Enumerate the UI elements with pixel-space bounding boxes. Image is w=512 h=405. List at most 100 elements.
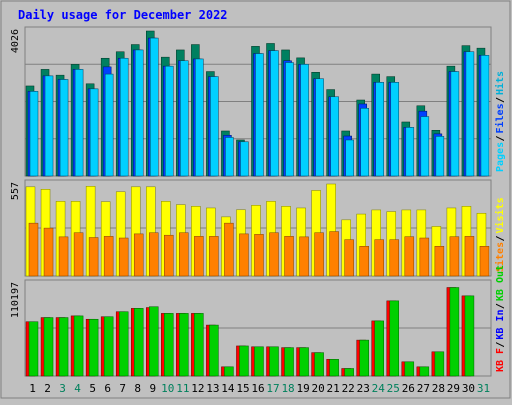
x-tick-label: 5 xyxy=(89,382,96,395)
bar-sites xyxy=(73,232,84,277)
bar-sites xyxy=(224,222,234,277)
bar-kb-out xyxy=(179,313,189,377)
x-tick-label: 16 xyxy=(251,382,264,395)
bar-pages xyxy=(74,69,84,177)
x-tick-label: 2 xyxy=(44,382,51,395)
bar-kb-out xyxy=(434,351,445,377)
x-tick-label: 26 xyxy=(402,382,415,395)
x-tick-label: 21 xyxy=(327,382,340,395)
bar-kb-out xyxy=(359,339,369,377)
bar-kb-out xyxy=(194,313,204,377)
x-tick-label: 8 xyxy=(134,382,141,395)
bar-pages xyxy=(480,55,490,177)
bar-kb-out xyxy=(269,346,279,377)
x-tick-label: 22 xyxy=(342,382,355,395)
bar-sites xyxy=(269,232,279,277)
panel-2 xyxy=(24,179,492,277)
x-tick-label: 28 xyxy=(432,382,445,395)
bar-kb-out xyxy=(254,346,264,377)
legend: Pages/Files/Hits xyxy=(494,71,506,172)
legend-item: Sites xyxy=(494,242,506,272)
y-max-label: 4026 xyxy=(10,29,21,53)
bar-kb-out xyxy=(449,287,460,377)
bar-pages xyxy=(89,88,99,177)
legend: KB F/KB In/KB Out xyxy=(495,265,506,372)
bar-sites xyxy=(103,236,114,277)
panel-1 xyxy=(24,26,492,177)
bar-pages xyxy=(300,64,309,177)
panel-3 xyxy=(24,279,492,377)
x-tick-label: 31 xyxy=(477,382,490,395)
legend-item: KB Out xyxy=(495,265,506,301)
chart-title: Daily usage for December 2022 xyxy=(18,8,228,22)
bar-pages xyxy=(315,78,324,177)
x-tick-label: 30 xyxy=(462,382,475,395)
x-tick-label: 15 xyxy=(236,382,249,395)
legend-item: KB In xyxy=(495,309,506,339)
bar-kb-out xyxy=(43,317,54,377)
legend-separator: / xyxy=(495,342,506,348)
legend-separator: / xyxy=(495,303,506,309)
bar-kb-out xyxy=(314,352,324,377)
bar-sites xyxy=(88,237,99,277)
x-axis-labels: 1 2 3 4 5 6 7 8 9 10 11 12 13 14 15 16 17 18 19 20 21 22 23 24 2… xyxy=(29,382,490,395)
x-tick-label: 17 xyxy=(266,382,279,395)
bar-pages xyxy=(44,75,54,177)
bar-kb-out xyxy=(224,366,234,377)
bar-sites xyxy=(449,236,460,277)
bar-sites xyxy=(118,237,129,277)
bar-kb-out xyxy=(164,313,174,377)
bar-kb-out xyxy=(149,306,159,377)
bar-kb-out xyxy=(299,347,309,377)
x-tick-label: 27 xyxy=(417,382,430,395)
bar-sites xyxy=(164,234,174,277)
bar-pages xyxy=(450,71,460,177)
y-max-label: 557 xyxy=(10,182,21,200)
bar-pages xyxy=(165,65,174,177)
x-tick-label: 24 xyxy=(372,382,386,395)
x-tick-label: 23 xyxy=(357,382,370,395)
bar-sites xyxy=(133,233,144,277)
bar-sites xyxy=(28,222,39,277)
bar-sites xyxy=(479,246,490,277)
x-tick-label: 3 xyxy=(59,382,66,395)
y-max-label: 110197 xyxy=(10,282,21,318)
bar-kb-out xyxy=(404,361,415,377)
legend-item: Visits xyxy=(494,197,506,233)
x-tick-label: 20 xyxy=(312,382,325,395)
x-tick-label: 13 xyxy=(206,382,219,395)
legend: Sites/ Visits xyxy=(494,197,506,272)
bar-pages xyxy=(150,37,159,177)
bar-pages xyxy=(420,116,430,177)
x-tick-label: 1 xyxy=(29,382,36,395)
x-tick-label: 25 xyxy=(387,382,400,395)
x-tick-label: 7 xyxy=(119,382,126,395)
x-tick-label: 14 xyxy=(221,382,235,395)
bar-pages xyxy=(405,127,415,177)
legend-item: Pages xyxy=(495,142,506,172)
bar-pages xyxy=(104,73,114,177)
x-tick-label: 11 xyxy=(176,382,189,395)
bar-sites xyxy=(374,239,384,277)
bar-sites xyxy=(179,232,189,277)
x-tick-label: 9 xyxy=(149,382,156,395)
bar-pages xyxy=(29,91,39,177)
bar-pages xyxy=(59,79,69,177)
x-tick-label: 10 xyxy=(161,382,174,395)
bar-pages xyxy=(375,82,384,177)
bar-sites xyxy=(359,246,369,277)
bar-pages xyxy=(119,57,129,177)
x-tick-label: 6 xyxy=(104,382,111,395)
legend-separator: / xyxy=(495,135,506,141)
legend-item: Hits xyxy=(494,71,506,95)
bar-pages xyxy=(240,141,249,177)
x-tick-label: 4 xyxy=(74,382,81,395)
x-tick-label: 19 xyxy=(296,382,309,395)
bar-pages xyxy=(390,82,400,177)
bar-sites xyxy=(149,232,159,277)
bar-kb-out xyxy=(344,368,354,377)
bar-kb-out xyxy=(73,315,84,377)
bar-pages xyxy=(360,108,369,177)
bar-sites xyxy=(209,236,219,277)
